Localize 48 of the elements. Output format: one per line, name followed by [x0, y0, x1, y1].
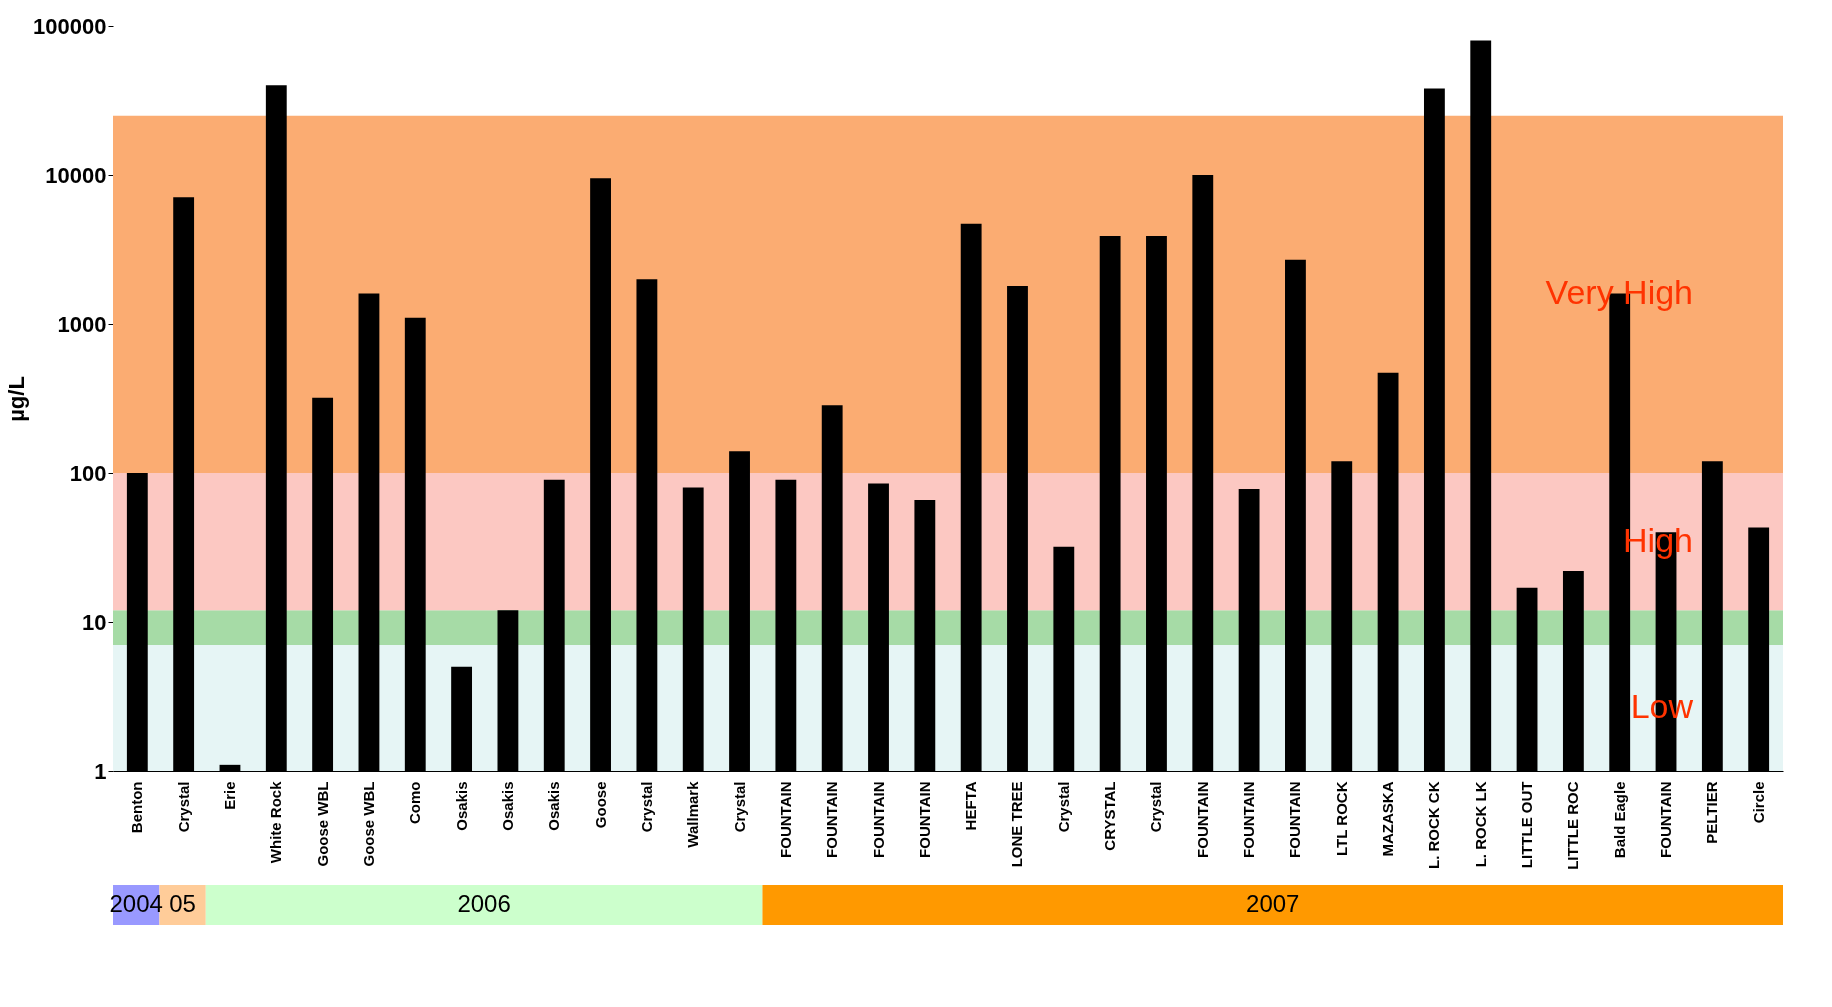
x-tick-label: L. ROCK LK: [1471, 781, 1489, 868]
x-tick-label: Bald Eagle: [1610, 781, 1628, 859]
band-label: Very High: [1545, 273, 1693, 312]
x-tick-label: LTL ROCK: [1332, 781, 1350, 856]
x-tick-label: Osakis: [498, 781, 516, 831]
x-tick-label: Crystal: [637, 781, 655, 833]
x-tick-label: PELTIER: [1703, 781, 1721, 844]
x-tick-label: Osakis: [545, 781, 563, 831]
x-tick-label: Goose WBL: [313, 781, 331, 867]
x-tick-label: FOUNTAIN: [1240, 781, 1258, 858]
x-tick-label: MAZASKA: [1379, 781, 1397, 857]
x-tick-label: Osakis: [452, 781, 470, 831]
y-tick-label: 10000: [45, 162, 107, 188]
x-tick-label: FOUNTAIN: [915, 781, 933, 858]
y-tick-label: 10: [82, 609, 107, 635]
x-tick-label: Crystal: [1147, 781, 1165, 833]
x-tick-label: LONE TREE: [1008, 781, 1026, 868]
x-tick-label: FOUNTAIN: [776, 781, 794, 858]
x-tick-label: Crystal: [174, 781, 192, 833]
x-tick-label: Wallmark: [684, 780, 702, 848]
y-tick-label: 1: [94, 758, 107, 784]
x-tick-label: HEFTA: [962, 781, 980, 831]
x-tick-label: Crystal: [730, 781, 748, 833]
y-tick-label: 1000: [57, 311, 107, 337]
y-axis-title: µg/L: [4, 376, 30, 422]
x-tick-label: FOUNTAIN: [1286, 781, 1304, 858]
x-tick-label: Goose: [591, 781, 609, 829]
y-tick-label: 100000: [33, 13, 107, 39]
x-tick-label: CRYSTAL: [1101, 781, 1119, 851]
x-tick-label: White Rock: [267, 780, 285, 864]
x-tick-label: Goose WBL: [359, 781, 377, 867]
text: 2007: [1246, 890, 1300, 917]
x-tick-label: FOUNTAIN: [1657, 781, 1675, 858]
x-tick-label: FOUNTAIN: [1193, 781, 1211, 858]
text: 2004: [109, 890, 163, 917]
x-tick-label: Erie: [220, 781, 238, 810]
text: 2006: [457, 890, 511, 917]
x-tick-label: LITTLE OUT: [1518, 781, 1536, 869]
x-tick-label: Crystal: [1054, 781, 1072, 833]
x-tick-label: Benton: [128, 781, 146, 834]
text: 05: [169, 890, 196, 917]
x-tick-label: Circle: [1749, 781, 1767, 824]
x-tick-label: L. ROCK CK: [1425, 781, 1443, 869]
x-tick-label: LITTLE ROC: [1564, 781, 1582, 870]
x-tick-label: Como: [406, 781, 424, 824]
x-tick-label: FOUNTAIN: [869, 781, 887, 858]
y-tick-label: 100: [69, 460, 107, 486]
x-tick-label: FOUNTAIN: [823, 781, 841, 858]
